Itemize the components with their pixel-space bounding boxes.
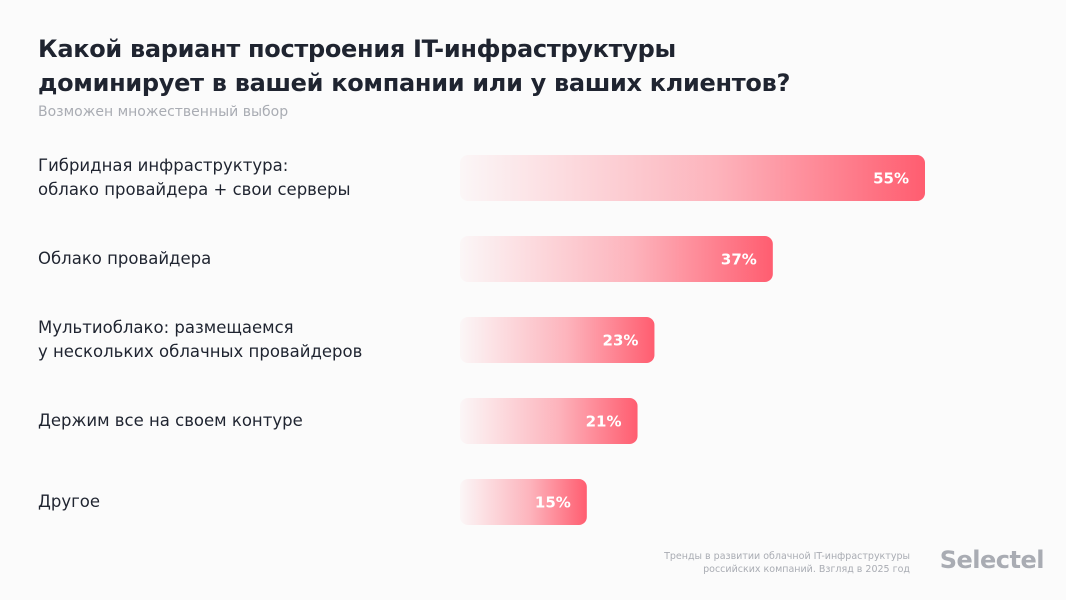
value-label: 37% (721, 251, 757, 269)
bar (460, 398, 638, 444)
chart-title: Какой вариант построения IT-инфраструкту… (38, 35, 791, 97)
bar (460, 479, 587, 525)
chart-subtitle: Возможен множественный выбор (38, 104, 289, 120)
category-label: Держим все на своем контуре (38, 411, 303, 430)
brand-logo: Selectel (939, 546, 1045, 574)
bar (460, 317, 655, 363)
category-label: Мультиоблако: размещаемся у нескольких о… (38, 318, 363, 361)
category-label: Другое (38, 492, 101, 511)
category-label: Гибридная инфраструктура: облако провайд… (38, 156, 351, 199)
category-label: Облако провайдера (38, 249, 212, 268)
value-label: 21% (586, 413, 622, 431)
value-label: 15% (535, 494, 571, 512)
value-label: 55% (873, 170, 909, 188)
bar (460, 155, 925, 201)
bar (460, 236, 773, 282)
source-note: Тренды в развитии облачной IT-инфраструк… (664, 551, 910, 575)
value-label: 23% (603, 332, 639, 350)
